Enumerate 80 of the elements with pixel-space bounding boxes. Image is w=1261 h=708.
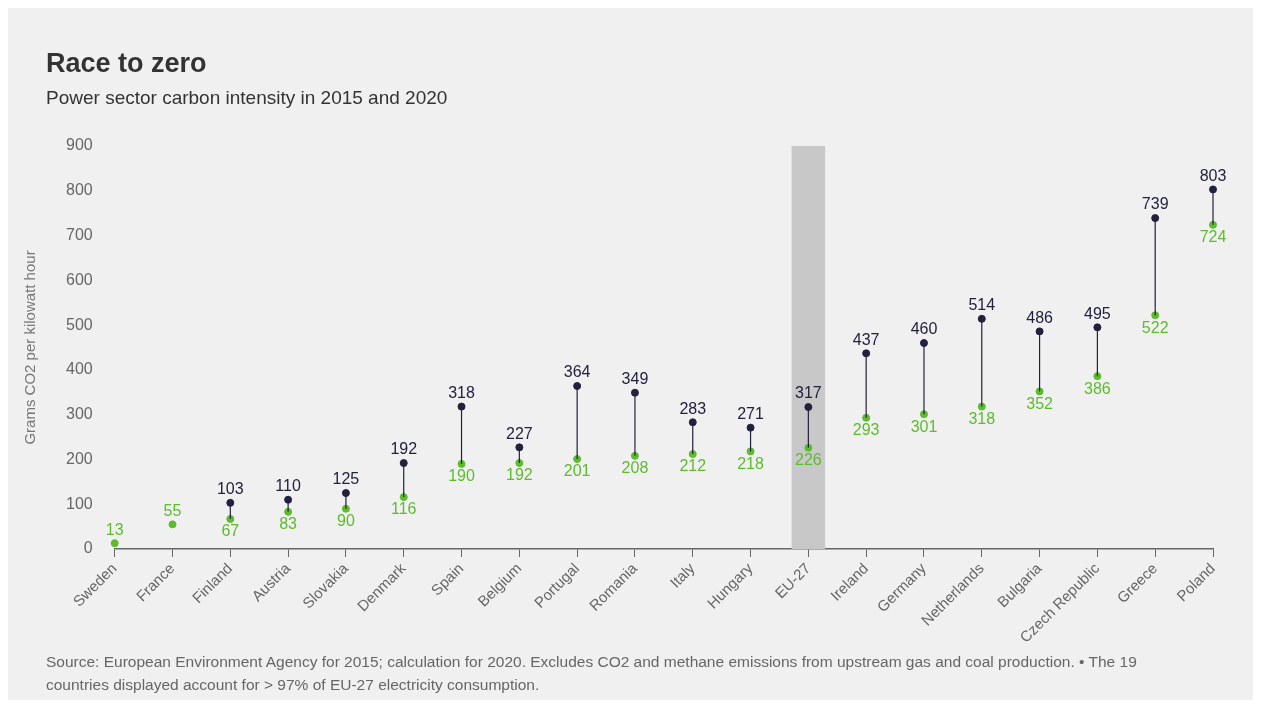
point [1151, 311, 1160, 320]
point [688, 450, 697, 459]
data-label: 318 [448, 384, 475, 402]
chart-title: Race to zero [46, 48, 207, 78]
data-label: 116 [390, 500, 417, 518]
y-tick-label: 200 [65, 449, 93, 467]
chart-subtitle: Power sector carbon intensity in 2015 and 2020 [46, 87, 448, 108]
data-label: 226 [795, 451, 822, 469]
point [804, 403, 813, 412]
point [688, 418, 697, 427]
data-label: 301 [910, 417, 938, 435]
data-label: 495 [1084, 304, 1111, 322]
data-label: 271 [737, 405, 764, 423]
y-tick-label: 900 [65, 136, 93, 154]
data-label: 486 [1026, 308, 1054, 326]
data-label: 83 [279, 515, 298, 533]
data-label: 55 [163, 501, 182, 519]
point [515, 443, 524, 452]
data-label: 739 [1141, 195, 1169, 213]
data-label: 192 [390, 440, 418, 458]
data-label: 125 [332, 470, 360, 488]
data-label: 13 [105, 520, 124, 538]
data-label: 349 [621, 370, 649, 388]
point [457, 402, 466, 411]
y-tick-label: 500 [65, 315, 93, 333]
data-label: 103 [216, 480, 244, 498]
point [1093, 323, 1102, 332]
y-axis-title: Grams CO2 per kilowatt hour [21, 250, 39, 445]
point [573, 382, 582, 390]
y-tick-label: 700 [65, 225, 93, 243]
point [862, 349, 871, 358]
data-label: 208 [621, 459, 649, 477]
data-label: 317 [795, 384, 822, 402]
data-label: 437 [852, 330, 880, 348]
data-label: 110 [275, 477, 301, 495]
point [977, 314, 986, 323]
x-tick-label: Italy [666, 559, 699, 591]
point [399, 459, 408, 468]
point [515, 459, 524, 468]
point [1035, 327, 1044, 336]
data-label: 192 [505, 466, 533, 484]
point [919, 339, 928, 348]
y-tick-label: 100 [65, 494, 93, 512]
data-label: 352 [1026, 394, 1054, 412]
data-label: 803 [1199, 166, 1227, 184]
y-tick-label: 600 [65, 270, 93, 288]
data-label: 90 [337, 512, 355, 530]
data-label: 283 [679, 399, 707, 417]
point [168, 520, 177, 529]
y-tick-label: 0 [83, 539, 93, 557]
point [110, 539, 119, 548]
point [284, 495, 293, 504]
data-label: 724 [1199, 228, 1227, 246]
point [341, 489, 350, 498]
y-tick-label: 800 [65, 181, 93, 199]
point [399, 493, 408, 502]
data-label: 514 [968, 296, 996, 314]
data-label: 460 [910, 320, 938, 338]
data-label: 212 [679, 457, 707, 475]
data-label: 293 [852, 421, 880, 439]
point [746, 447, 755, 456]
point [1035, 387, 1044, 396]
data-label: 522 [1141, 318, 1169, 336]
data-label: 318 [968, 410, 996, 428]
data-label: 218 [737, 454, 764, 472]
y-tick-label: 300 [65, 405, 93, 423]
source-note: Source: European Environment Agency for 2015; calculation for 2020. Excludes CO2 and methane emissions from upstream gas and coal production. • The 19 countries displayed account for > 97% of EU-27 electricity consumption. [46, 652, 1138, 695]
point [630, 388, 639, 397]
point [1209, 185, 1217, 194]
point [226, 498, 235, 507]
data-label: 190 [448, 467, 475, 485]
point [746, 423, 755, 432]
data-label: 227 [505, 424, 533, 442]
data-label: 67 [221, 522, 240, 540]
point [1151, 214, 1160, 223]
data-label: 386 [1084, 379, 1111, 397]
y-tick-label: 400 [65, 360, 93, 378]
data-label: 201 [563, 462, 591, 480]
data-label: 364 [563, 363, 591, 381]
point [1093, 372, 1102, 381]
